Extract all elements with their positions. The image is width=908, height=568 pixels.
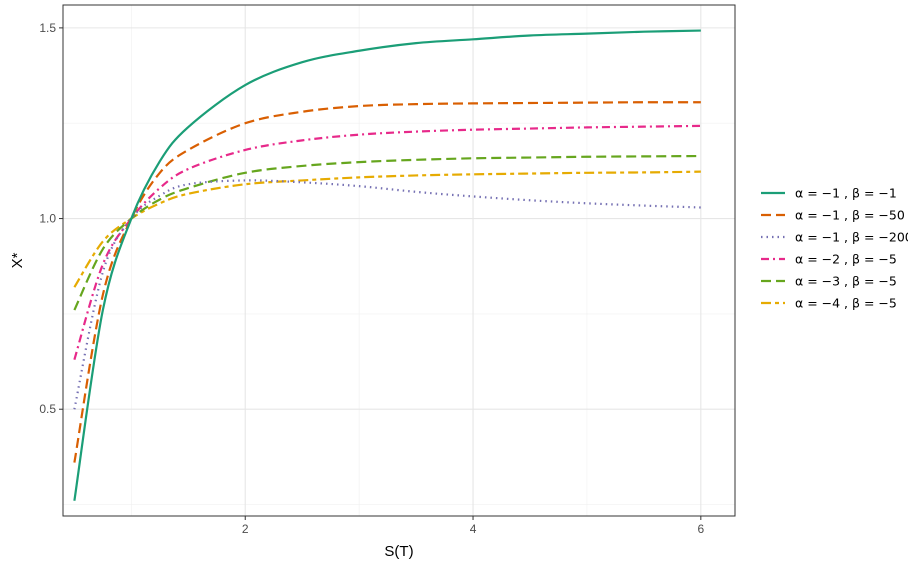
y-tick-label: 1.5	[39, 21, 56, 35]
x-axis-title: S(T)	[384, 543, 413, 560]
legend-label-6: α = −4 , β = −5	[795, 296, 897, 311]
legend: α = −1 , β = −1 α = −1 , β = −50 α = −1 , …	[761, 186, 908, 311]
series-line-4	[73, 124, 701, 360]
x-tick-label: 4	[470, 522, 477, 536]
x-tick-label: 6	[697, 522, 704, 536]
x-axis: 2 4 6	[242, 516, 704, 536]
legend-label-4: α = −2 , β = −5	[795, 252, 897, 267]
y-tick-label: 1.0	[39, 212, 56, 226]
series-line-5	[73, 154, 701, 311]
legend-label-5: α = −3 , β = −5	[795, 274, 897, 289]
grid	[63, 5, 735, 516]
plot-panel-border	[62, 4, 736, 517]
y-axis-title: X*	[9, 252, 26, 268]
x-tick-label: 2	[242, 522, 249, 536]
y-tick-label: 0.5	[39, 402, 56, 416]
series-line-2	[73, 101, 701, 463]
legend-label-1: α = −1 , β = −1	[795, 186, 897, 201]
y-axis: 0.5 1.0 1.5	[39, 21, 63, 416]
series-line-3	[73, 179, 701, 410]
legend-label-2: α = −1 , β = −50	[795, 208, 905, 223]
series-lines	[73, 29, 701, 501]
series-line-1	[73, 29, 701, 501]
legend-label-3: α = −1 , β = −200	[795, 230, 908, 245]
